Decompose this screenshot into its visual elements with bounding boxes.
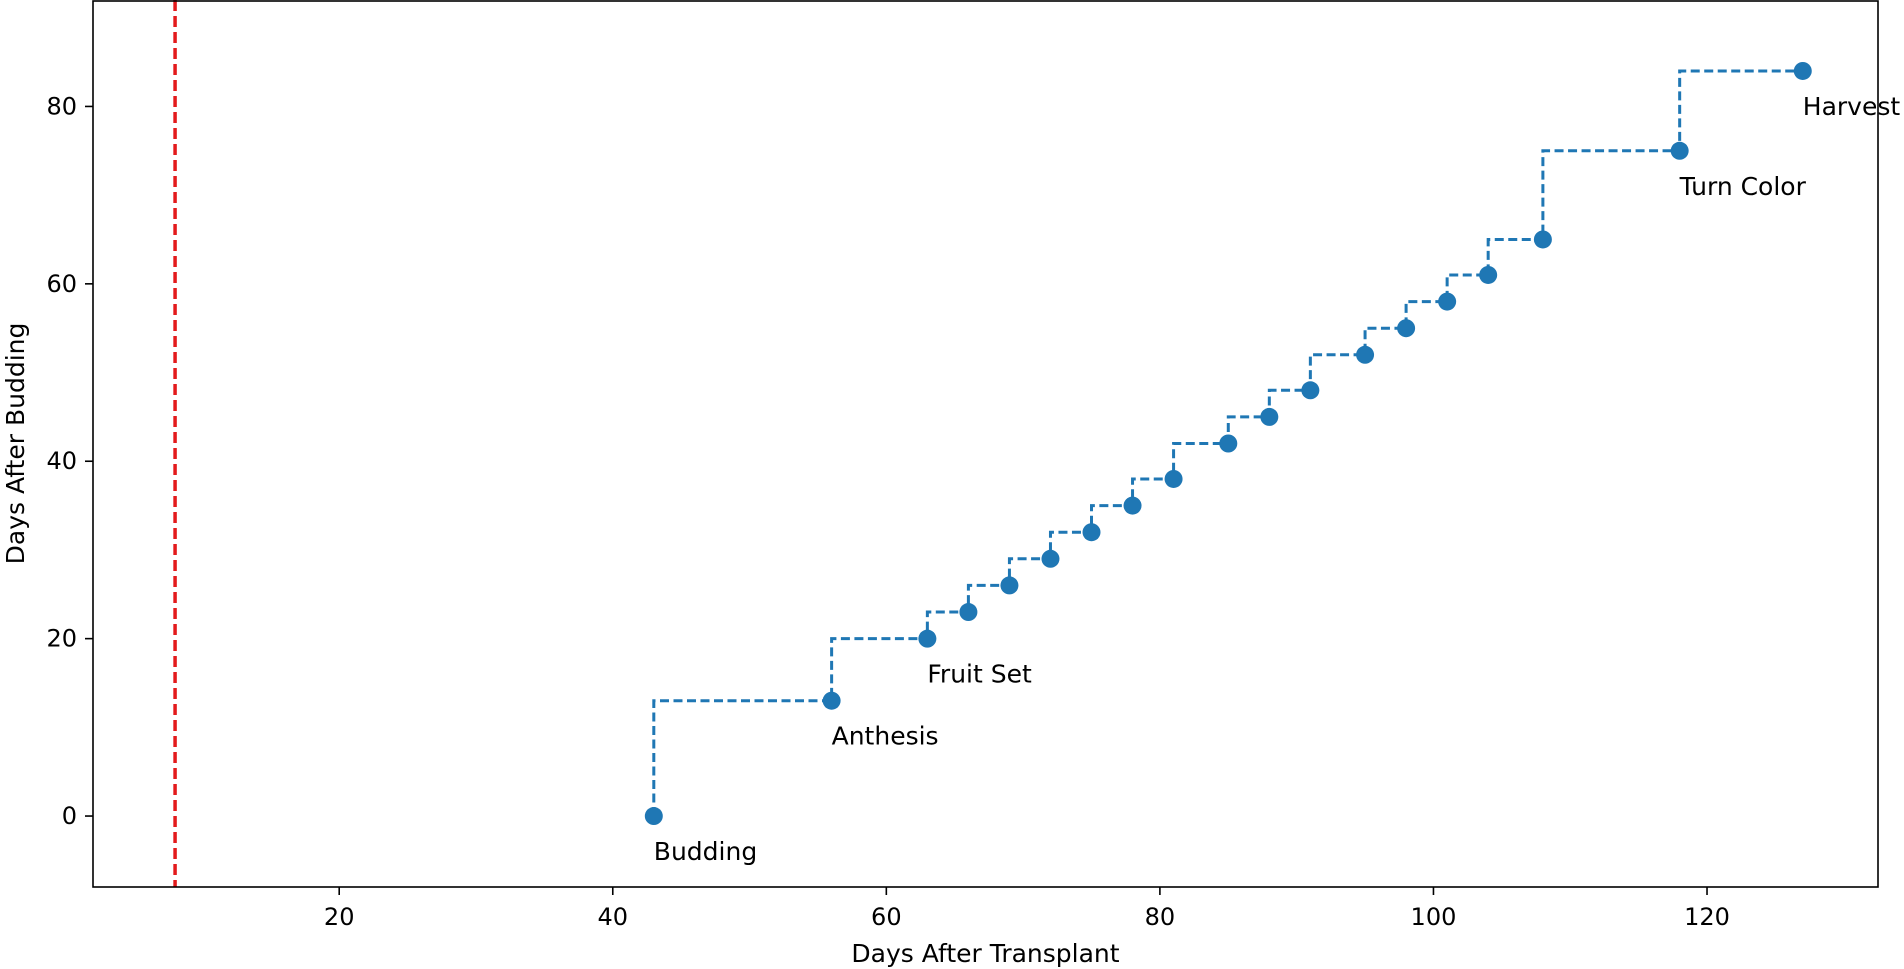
data-point [1793,61,1812,80]
data-point [1082,523,1101,542]
data-point [1301,381,1320,400]
y-tick-label: 80 [46,92,77,120]
data-point [1219,434,1238,453]
data-point [1041,549,1060,568]
y-axis: 0 20 40 60 80 [46,92,93,830]
plot-area: Budding Anthesis Fruit Set Turn Color Harves… [173,0,1901,887]
data-point [1479,265,1498,284]
data-point [1260,407,1279,426]
data-point [1438,292,1457,311]
data-point [1397,319,1416,338]
annotation-label: Harvest [1803,92,1901,121]
y-tick-label: 40 [46,447,77,475]
annotation-label: Anthesis [832,722,939,751]
x-tick-label: 60 [871,903,902,931]
x-axis-label: Days After Transplant [851,939,1119,968]
data-point [959,603,978,622]
data-point [1164,469,1183,488]
x-tick-label: 80 [1145,903,1176,931]
data-point [644,807,663,826]
annotation-label: Budding [654,837,757,866]
annotation-label: Fruit Set [927,660,1032,689]
x-tick-label: 20 [324,903,355,931]
y-axis-label: Days After Budding [1,323,30,565]
data-point [1670,141,1689,160]
x-axis: 20 40 60 80 100 120 [324,887,1730,931]
data-point [918,629,937,648]
y-tick-label: 0 [62,802,77,830]
annotation-label: Turn Color [1679,172,1807,201]
x-tick-label: 120 [1684,903,1730,931]
y-tick-label: 20 [46,625,77,653]
x-tick-label: 40 [597,903,628,931]
y-tick-label: 60 [46,270,77,298]
data-point [1356,345,1375,364]
data-point [1123,496,1142,515]
data-point [1533,230,1552,249]
data-point [822,691,841,710]
x-tick-label: 100 [1411,903,1457,931]
plot-frame [92,0,1879,888]
data-point [1000,576,1019,595]
